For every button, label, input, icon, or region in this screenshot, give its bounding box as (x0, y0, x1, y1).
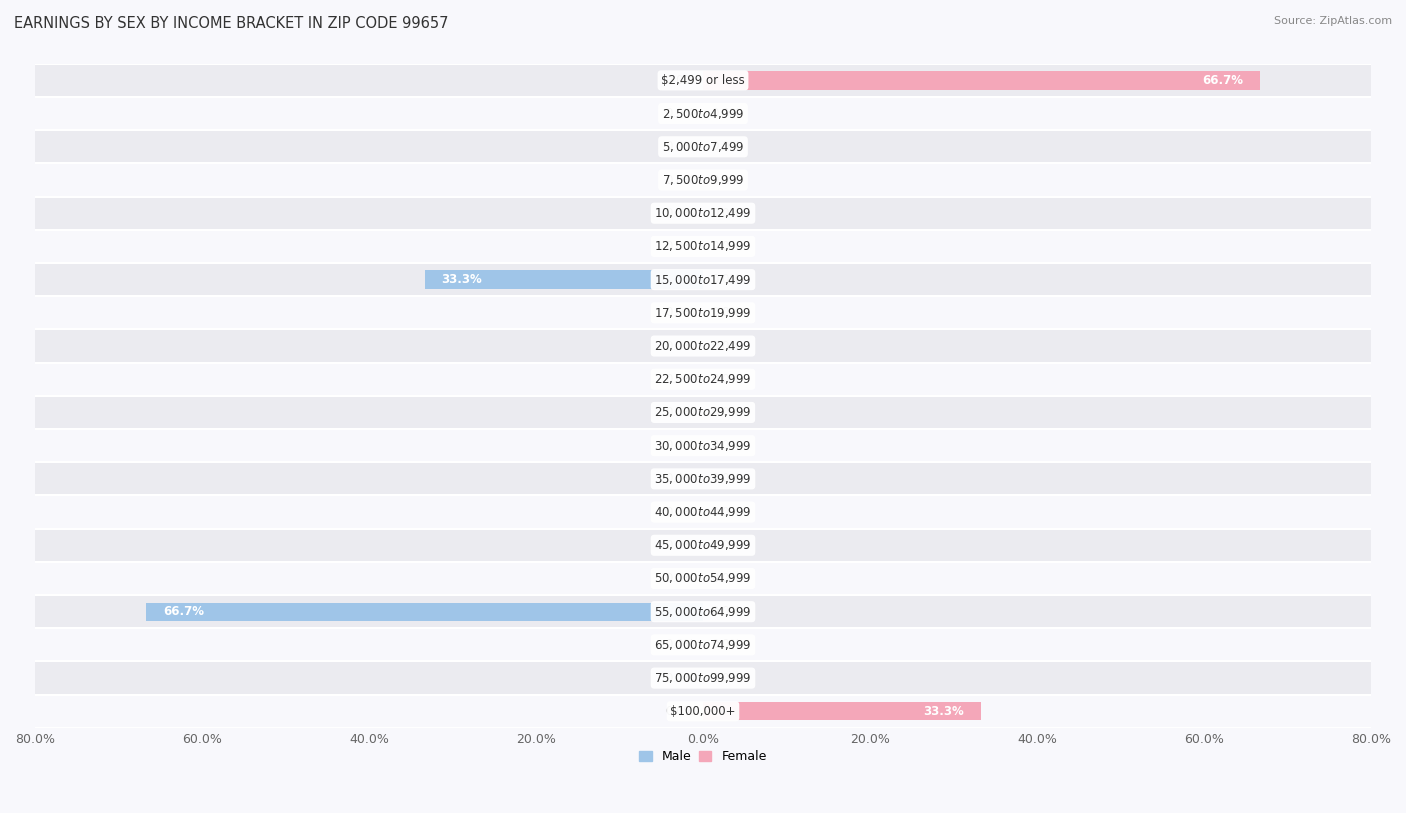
Text: 0.0%: 0.0% (711, 307, 741, 320)
Text: 0.0%: 0.0% (711, 638, 741, 651)
Text: 0.0%: 0.0% (665, 506, 695, 519)
Bar (35, 197, 1371, 230)
Text: $22,500 to $24,999: $22,500 to $24,999 (654, 372, 752, 386)
Bar (35, 263, 1371, 296)
Bar (35, 97, 1371, 130)
Text: 0.0%: 0.0% (665, 173, 695, 186)
Text: $45,000 to $49,999: $45,000 to $49,999 (654, 538, 752, 552)
Text: $65,000 to $74,999: $65,000 to $74,999 (654, 638, 752, 652)
Bar (35, 296, 1371, 329)
Bar (35, 163, 1371, 197)
Text: 0.0%: 0.0% (665, 141, 695, 154)
Bar (35, 562, 1371, 595)
Bar (35, 595, 1371, 628)
Bar (35, 396, 1371, 429)
Bar (35, 528, 1371, 562)
Bar (35, 628, 1371, 662)
Bar (146, 602, 703, 621)
Text: 0.0%: 0.0% (665, 74, 695, 87)
Text: $15,000 to $17,499: $15,000 to $17,499 (654, 272, 752, 287)
Text: $75,000 to $99,999: $75,000 to $99,999 (654, 671, 752, 685)
Text: 0.0%: 0.0% (665, 240, 695, 253)
Text: 0.0%: 0.0% (665, 107, 695, 120)
Text: 0.0%: 0.0% (711, 173, 741, 186)
Bar (35, 495, 1371, 528)
Text: 0.0%: 0.0% (711, 372, 741, 385)
Text: $20,000 to $22,499: $20,000 to $22,499 (654, 339, 752, 353)
Text: $10,000 to $12,499: $10,000 to $12,499 (654, 207, 752, 220)
Text: 0.0%: 0.0% (665, 705, 695, 718)
Text: 0.0%: 0.0% (711, 672, 741, 685)
Bar (35, 63, 1371, 97)
Bar (35, 662, 1371, 694)
Text: 0.0%: 0.0% (665, 406, 695, 419)
Text: $12,500 to $14,999: $12,500 to $14,999 (654, 239, 752, 254)
Text: 0.0%: 0.0% (665, 207, 695, 220)
Text: $5,000 to $7,499: $5,000 to $7,499 (662, 140, 744, 154)
Text: 0.0%: 0.0% (665, 340, 695, 353)
Text: EARNINGS BY SEX BY INCOME BRACKET IN ZIP CODE 99657: EARNINGS BY SEX BY INCOME BRACKET IN ZIP… (14, 16, 449, 31)
Text: 0.0%: 0.0% (665, 638, 695, 651)
Text: $50,000 to $54,999: $50,000 to $54,999 (654, 572, 752, 585)
Legend: Male, Female: Male, Female (634, 746, 772, 768)
Text: $40,000 to $44,999: $40,000 to $44,999 (654, 505, 752, 519)
Bar (35, 329, 1371, 363)
Text: 66.7%: 66.7% (163, 605, 204, 618)
Text: 0.0%: 0.0% (711, 340, 741, 353)
Text: 0.0%: 0.0% (711, 572, 741, 585)
Text: 0.0%: 0.0% (711, 472, 741, 485)
Bar (35, 463, 1371, 495)
Text: $35,000 to $39,999: $35,000 to $39,999 (654, 472, 752, 486)
Text: 0.0%: 0.0% (711, 605, 741, 618)
Text: 0.0%: 0.0% (665, 572, 695, 585)
Text: 0.0%: 0.0% (711, 439, 741, 452)
Text: 0.0%: 0.0% (711, 539, 741, 552)
Text: 0.0%: 0.0% (665, 439, 695, 452)
Bar (35, 694, 1371, 728)
Text: 0.0%: 0.0% (711, 406, 741, 419)
Bar (35, 363, 1371, 396)
Bar (703, 702, 981, 720)
Text: $25,000 to $29,999: $25,000 to $29,999 (654, 406, 752, 420)
Text: 0.0%: 0.0% (711, 273, 741, 286)
Bar (35, 130, 1371, 163)
Bar (703, 72, 1260, 89)
Text: 0.0%: 0.0% (711, 107, 741, 120)
Text: Source: ZipAtlas.com: Source: ZipAtlas.com (1274, 16, 1392, 26)
Text: $2,499 or less: $2,499 or less (661, 74, 745, 87)
Text: $2,500 to $4,999: $2,500 to $4,999 (662, 107, 744, 120)
Text: 0.0%: 0.0% (665, 307, 695, 320)
Text: $100,000+: $100,000+ (671, 705, 735, 718)
Bar (425, 271, 703, 289)
Text: 0.0%: 0.0% (665, 372, 695, 385)
Text: $55,000 to $64,999: $55,000 to $64,999 (654, 605, 752, 619)
Text: $7,500 to $9,999: $7,500 to $9,999 (662, 173, 744, 187)
Text: 0.0%: 0.0% (711, 207, 741, 220)
Text: 0.0%: 0.0% (665, 539, 695, 552)
Text: 0.0%: 0.0% (665, 672, 695, 685)
Bar (35, 429, 1371, 463)
Text: 0.0%: 0.0% (711, 240, 741, 253)
Text: 0.0%: 0.0% (665, 472, 695, 485)
Text: $17,500 to $19,999: $17,500 to $19,999 (654, 306, 752, 320)
Text: 0.0%: 0.0% (711, 506, 741, 519)
Text: 0.0%: 0.0% (711, 141, 741, 154)
Text: 66.7%: 66.7% (1202, 74, 1243, 87)
Text: 33.3%: 33.3% (924, 705, 965, 718)
Text: $30,000 to $34,999: $30,000 to $34,999 (654, 439, 752, 453)
Text: 33.3%: 33.3% (441, 273, 482, 286)
Bar (35, 230, 1371, 263)
